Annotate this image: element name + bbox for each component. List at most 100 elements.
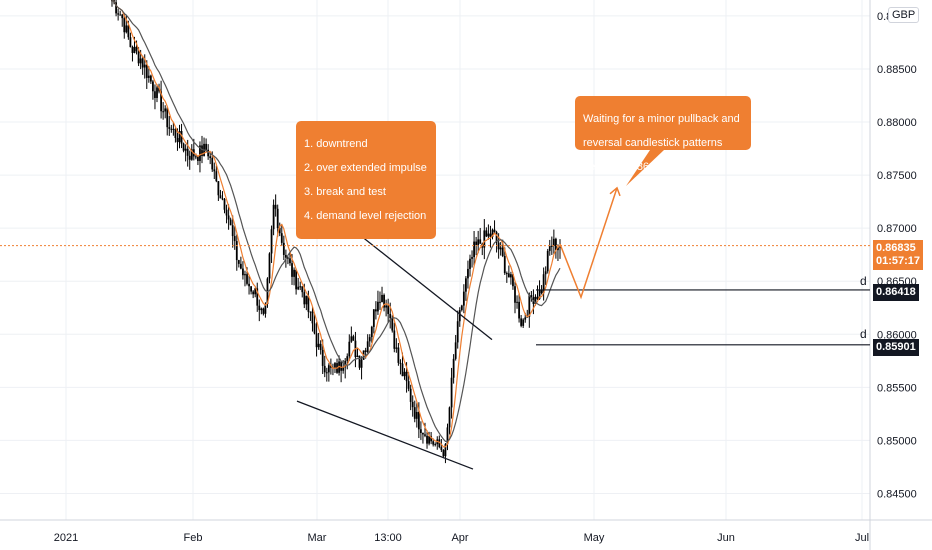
- currency-badge[interactable]: GBP: [888, 7, 920, 23]
- candle-body: [426, 435, 428, 444]
- candle-body: [534, 296, 537, 304]
- x-tick-label: Feb: [184, 532, 203, 544]
- candle-body: [334, 363, 336, 368]
- candle-body: [278, 228, 281, 234]
- candle-body: [274, 204, 277, 209]
- candle-body: [485, 230, 488, 237]
- candle-body: [493, 229, 496, 233]
- candle-body: [458, 310, 461, 322]
- candle-body: [379, 301, 381, 303]
- candle-body: [211, 158, 214, 170]
- x-tick-label: 2021: [54, 532, 78, 544]
- candle-body: [309, 311, 312, 313]
- candle-body: [370, 326, 373, 338]
- candle-body: [409, 388, 412, 402]
- candle-body: [358, 355, 361, 368]
- candle-body: [440, 447, 443, 450]
- candle-body: [487, 233, 490, 237]
- y-tick-label: 0.85000: [877, 435, 917, 447]
- candle-body: [422, 432, 424, 435]
- candle-body: [497, 242, 500, 250]
- candle-body: [489, 233, 492, 237]
- candle-body: [368, 337, 371, 342]
- candle-body: [129, 37, 132, 48]
- candle-body: [550, 245, 553, 247]
- candle-body: [495, 232, 498, 243]
- candle-body: [520, 318, 523, 326]
- candle-body: [231, 225, 234, 237]
- candle-body: [186, 148, 189, 156]
- candle-body: [194, 156, 197, 158]
- candle-body: [518, 301, 520, 319]
- candle-body: [555, 238, 557, 251]
- candle-body: [360, 359, 363, 368]
- analysis-point-1: 1. downtrend: [304, 138, 368, 150]
- candle-body: [217, 181, 220, 196]
- candle-body: [301, 286, 304, 293]
- candle-body: [323, 365, 326, 373]
- y-tick-label: 0.85500: [877, 382, 917, 394]
- candle-body: [280, 233, 283, 243]
- candle-body: [372, 309, 375, 327]
- candle-body: [182, 143, 185, 151]
- candle-body: [172, 128, 175, 130]
- candle-body: [452, 358, 455, 378]
- candle-body: [397, 347, 400, 363]
- candle-body: [154, 91, 156, 98]
- candle-body: [503, 255, 506, 274]
- candle-body: [387, 305, 390, 314]
- candle-body: [538, 289, 541, 300]
- candle-body: [434, 444, 437, 446]
- x-tick-label: May: [584, 532, 605, 544]
- candle-body: [319, 343, 322, 351]
- candle-body: [399, 362, 402, 364]
- candle-body: [235, 241, 238, 261]
- candle-body: [510, 274, 512, 278]
- candle-body: [327, 365, 330, 373]
- candle-body: [147, 75, 150, 78]
- y-tick-label: 0.88500: [877, 64, 917, 76]
- candle-body: [483, 230, 486, 248]
- candle-body: [444, 444, 447, 457]
- candle-body: [346, 356, 349, 361]
- candle-body: [311, 311, 314, 324]
- candle-body: [424, 434, 426, 436]
- candle-body: [254, 288, 257, 295]
- candle-body: [391, 318, 394, 331]
- candle-body: [137, 51, 140, 64]
- candle-body: [348, 341, 351, 357]
- trade-plan-line-3: between 0.86418-0.85901.: [583, 161, 714, 173]
- candle-body: [291, 263, 293, 277]
- candle-body: [446, 427, 449, 445]
- projection-path: [559, 187, 618, 300]
- trade-plan-callout: Waiting for a minor pullback and reversa…: [575, 96, 751, 173]
- candle-body: [313, 323, 316, 334]
- candle-body: [117, 13, 120, 15]
- trade-plan-line-2: reversal candlestick patterns: [583, 137, 723, 149]
- candle-body: [213, 169, 216, 172]
- candle-body: [411, 401, 414, 408]
- current-price-label: 0.86835: [876, 242, 916, 254]
- candle-body: [438, 439, 441, 448]
- candle-body: [115, 2, 117, 14]
- candle-body: [403, 371, 406, 377]
- candle-body: [460, 305, 463, 311]
- x-tick-label: Jun: [717, 532, 735, 544]
- candle-body: [299, 286, 302, 288]
- y-tick-label: 0.88000: [877, 117, 917, 129]
- candle-body: [530, 295, 533, 298]
- candle-body: [215, 171, 218, 182]
- candle-body: [546, 250, 549, 272]
- candle-body: [454, 342, 457, 359]
- candle-body: [284, 254, 287, 258]
- candle-body: [293, 269, 295, 277]
- candle-body: [385, 305, 388, 308]
- candle-body: [268, 253, 271, 279]
- candle-body: [244, 274, 246, 276]
- candle-body: [501, 247, 504, 256]
- candle-body: [131, 47, 134, 53]
- wedge-lower-trendline: [296, 400, 474, 470]
- candle-body: [364, 350, 367, 352]
